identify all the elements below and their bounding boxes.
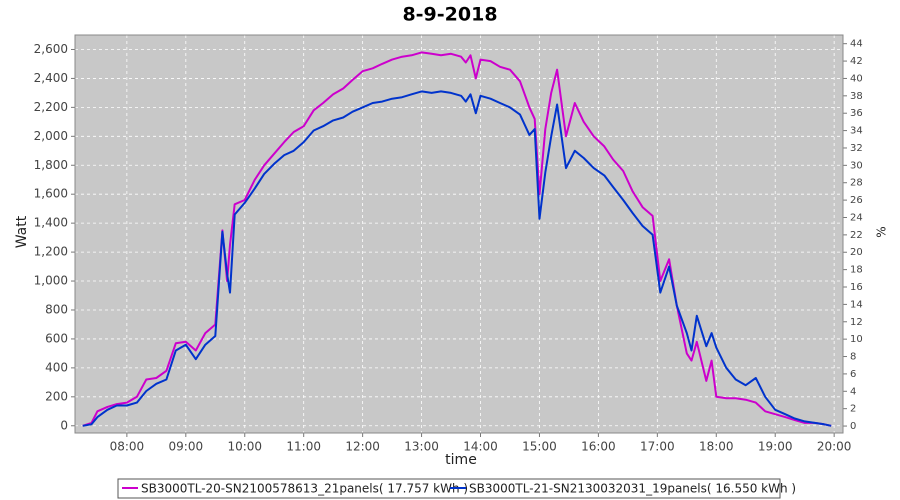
y-tick-label: 600 <box>45 331 68 345</box>
x-tick-label: 13:00 <box>404 440 439 454</box>
x-tick-label: 09:00 <box>169 440 204 454</box>
y2-tick-label: 2 <box>850 404 856 415</box>
plot-area <box>75 35 843 433</box>
y-tick-label: 1,800 <box>34 158 68 172</box>
y2-tick-label: 30 <box>850 160 863 171</box>
y2-tick-label: 32 <box>850 143 863 154</box>
x-tick-label: 17:00 <box>640 440 675 454</box>
x-tick-label: 18:00 <box>699 440 734 454</box>
y2-tick-label: 10 <box>850 334 863 345</box>
x-tick-label: 12:00 <box>345 440 380 454</box>
y2-tick-label: 44 <box>850 39 863 50</box>
y2-tick-label: 20 <box>850 247 863 258</box>
y-tick-label: 200 <box>45 389 68 403</box>
y-tick-label: 2,000 <box>34 129 68 143</box>
y-tick-label: 1,000 <box>34 274 68 288</box>
y2-tick-label: 28 <box>850 178 863 189</box>
x-tick-label: 16:00 <box>581 440 616 454</box>
y2-tick-label: 14 <box>850 299 863 310</box>
y2-tick-label: 16 <box>850 282 863 293</box>
chart-title: 8-9-2018 <box>402 4 497 26</box>
y2-tick-label: 6 <box>850 369 856 380</box>
legend-label: SB3000TL-20-SN2100578613_21panels( 17.75… <box>141 482 468 496</box>
y-tick-label: 0 <box>60 418 68 432</box>
y-tick-label: 1,600 <box>34 187 68 201</box>
x-tick-label: 15:00 <box>522 440 557 454</box>
series-line <box>82 90 832 427</box>
y2-tick-label: 4 <box>850 386 856 397</box>
x-tick-label: 10:00 <box>227 440 262 454</box>
y2-axis-label: % <box>875 226 889 237</box>
y-axis-label: Watt <box>14 215 30 248</box>
y2-tick-label: 22 <box>850 230 863 241</box>
y-tick-label: 1,400 <box>34 216 68 230</box>
y2-tick-label: 24 <box>850 212 863 223</box>
y2-tick-label: 12 <box>850 317 863 328</box>
y2-tick-label: 26 <box>850 195 863 206</box>
y-tick-label: 2,200 <box>34 100 68 114</box>
legend-label: SB3000TL-21-SN2130032031_19panels( 16.55… <box>469 482 796 496</box>
y2-tick-label: 18 <box>850 265 863 276</box>
x-tick-label: 14:00 <box>463 440 498 454</box>
y2-tick-label: 36 <box>850 108 863 119</box>
y-tick-label: 2,600 <box>34 42 68 56</box>
plot-border <box>74 34 844 434</box>
x-axis-label: time <box>445 452 477 468</box>
y2-tick-label: 38 <box>850 91 863 102</box>
y2-tick-label: 0 <box>850 421 856 432</box>
y-tick-label: 2,400 <box>34 71 68 85</box>
x-tick-label: 08:00 <box>110 440 145 454</box>
y-tick-label: 400 <box>45 360 68 374</box>
y-tick-label: 1,200 <box>34 245 68 259</box>
x-tick-label: 19:00 <box>758 440 793 454</box>
y2-tick-label: 8 <box>850 352 856 363</box>
x-tick-label: 11:00 <box>286 440 321 454</box>
x-tick-label: 20:00 <box>817 440 852 454</box>
y2-tick-label: 42 <box>850 56 863 67</box>
y-tick-label: 800 <box>45 302 68 316</box>
y2-tick-label: 34 <box>850 126 863 137</box>
legend <box>117 478 781 499</box>
y2-tick-label: 40 <box>850 73 863 84</box>
